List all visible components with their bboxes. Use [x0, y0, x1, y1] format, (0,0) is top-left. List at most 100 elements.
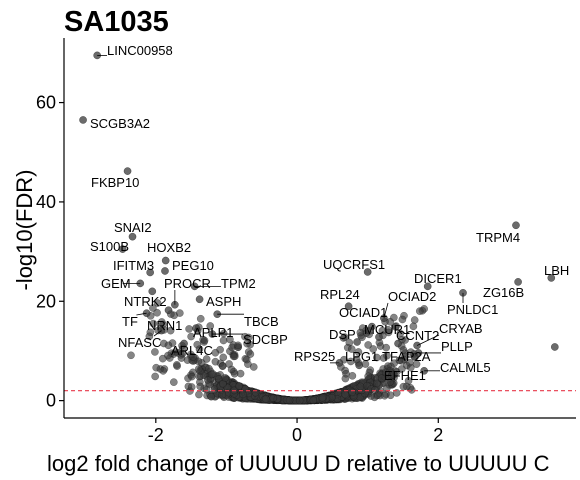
data-point	[404, 376, 413, 385]
data-point	[309, 396, 318, 405]
labeled-data-point	[375, 333, 383, 341]
data-point	[341, 390, 349, 399]
gene-label: NTRK2	[124, 294, 167, 309]
labeled-data-point	[353, 338, 361, 346]
labeled-data-point	[146, 268, 155, 277]
gene-label: TFAP2A	[382, 349, 431, 364]
data-point	[206, 322, 215, 330]
x-tick-label: 2	[433, 425, 443, 445]
y-axis-ticks: 0 20 40 60	[36, 93, 64, 411]
labeled-data-point	[123, 167, 132, 175]
data-point	[218, 362, 227, 371]
gene-label: RPL24	[320, 287, 360, 302]
gene-label: DSP	[329, 327, 356, 342]
data-point	[219, 336, 228, 345]
gene-label: PLLP	[441, 339, 473, 354]
data-point	[364, 341, 372, 349]
data-point	[189, 353, 197, 361]
x-tick-label: -2	[148, 425, 164, 445]
gene-label: DICER1	[414, 271, 462, 286]
data-point	[221, 374, 230, 382]
data-point	[211, 357, 220, 366]
y-tick-label: 0	[46, 391, 56, 411]
data-point	[152, 363, 161, 372]
data-point	[229, 352, 238, 361]
gene-label: CCNT2	[396, 328, 439, 343]
gene-labels: LINC00958 SCGB3A2 FKBP10 SNAI2 S100B HOXB2 IFI…	[90, 43, 569, 383]
data-point	[200, 336, 209, 345]
labeled-data-point	[79, 116, 87, 124]
labeled-data-point	[423, 282, 432, 291]
gene-label: CRYAB	[439, 321, 483, 336]
data-point	[193, 340, 202, 349]
labeled-data-point	[195, 295, 204, 304]
gene-label: PROCR	[164, 276, 211, 291]
labeled-data-point	[394, 339, 402, 348]
labeled-data-point	[148, 287, 157, 296]
data-point	[318, 393, 327, 402]
x-axis-ticks: -2 0 2	[148, 418, 443, 445]
data-point	[348, 371, 357, 380]
data-point	[399, 382, 408, 391]
data-point	[175, 309, 184, 317]
data-point	[246, 350, 255, 358]
data-point	[211, 348, 220, 357]
data-point	[219, 353, 228, 362]
data-point	[364, 372, 373, 381]
data-point	[196, 382, 205, 391]
labeled-data-point	[161, 256, 170, 265]
labeled-data-point	[161, 267, 169, 275]
data-point	[409, 322, 418, 331]
data-point	[234, 341, 242, 350]
chart-title: SA1035	[64, 6, 169, 38]
data-point	[251, 388, 260, 397]
gene-label: SDCBP	[243, 332, 288, 347]
gene-label: FKBP10	[91, 175, 139, 190]
data-point	[149, 319, 158, 328]
labeled-data-point	[180, 339, 188, 348]
data-point	[207, 392, 216, 401]
gene-label: UQCRFS1	[323, 257, 385, 272]
data-point	[397, 365, 406, 373]
label-leader-line	[383, 302, 389, 319]
data-point	[354, 348, 363, 356]
data-point	[399, 346, 408, 354]
label-leaders	[97, 54, 464, 372]
gene-label: TPM2	[221, 276, 256, 291]
gene-label: GEM	[101, 276, 131, 291]
gene-label: ZG16B	[483, 285, 524, 300]
gene-label: TBCB	[244, 314, 279, 329]
data-point	[269, 394, 278, 402]
data-point	[347, 345, 356, 353]
data-point	[239, 390, 247, 399]
data-point	[151, 348, 159, 356]
label-leader-line	[153, 330, 162, 337]
data-point	[348, 388, 357, 397]
x-tick-label: 0	[292, 425, 302, 445]
data-point	[218, 390, 227, 399]
data-point	[172, 361, 181, 369]
data-point	[166, 326, 175, 335]
x-axis-title: log2 fold change of UUUUU D relative to …	[47, 451, 550, 476]
data-point	[340, 333, 349, 341]
data-point	[202, 355, 211, 363]
labeled-data-point	[395, 356, 404, 365]
gene-label: TRPM4	[476, 230, 520, 245]
data-point	[342, 369, 350, 378]
gene-label: CALML5	[440, 360, 491, 375]
data-point	[235, 382, 244, 391]
gene-label: LINC00958	[107, 43, 173, 58]
data-point	[262, 395, 270, 403]
gene-label: EFHE1	[384, 368, 426, 383]
data-point	[178, 349, 187, 358]
data-point	[379, 354, 388, 362]
gene-label: ASPH	[206, 294, 241, 309]
data-point	[382, 343, 391, 352]
data-point	[207, 370, 216, 379]
data-point	[169, 378, 178, 387]
data-point	[157, 318, 166, 326]
data-point	[377, 374, 386, 383]
label-leader-line	[136, 312, 147, 316]
data-point	[415, 307, 424, 315]
